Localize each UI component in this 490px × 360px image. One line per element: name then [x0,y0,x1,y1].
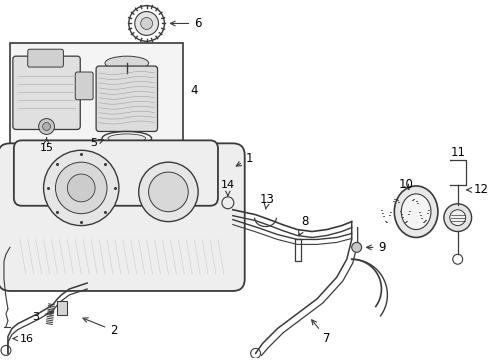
FancyBboxPatch shape [14,140,218,206]
Circle shape [141,18,152,30]
Circle shape [67,174,95,202]
Text: 3: 3 [33,311,53,322]
FancyBboxPatch shape [28,49,63,67]
Circle shape [444,204,471,231]
Text: 15: 15 [40,138,53,153]
Ellipse shape [108,134,146,143]
Ellipse shape [105,56,148,70]
Text: 8: 8 [298,215,309,236]
Circle shape [44,150,119,226]
Circle shape [43,122,50,130]
Circle shape [135,12,159,35]
Text: 2: 2 [83,318,118,337]
FancyBboxPatch shape [96,66,157,131]
Text: 6: 6 [171,17,202,30]
Text: 16: 16 [13,333,34,343]
FancyBboxPatch shape [57,301,67,315]
Text: 4: 4 [190,84,198,97]
Ellipse shape [394,186,438,238]
FancyBboxPatch shape [13,56,80,130]
Circle shape [39,118,54,134]
Circle shape [352,242,362,252]
Text: 13: 13 [260,193,275,209]
Circle shape [450,210,465,226]
FancyBboxPatch shape [0,143,245,291]
FancyBboxPatch shape [10,43,183,147]
Text: 12: 12 [467,183,489,197]
Text: 7: 7 [312,320,331,345]
Text: 14: 14 [221,180,235,196]
PathPatch shape [8,148,234,284]
Circle shape [139,162,198,222]
Circle shape [55,162,107,214]
Text: 5: 5 [91,138,103,148]
Text: 10: 10 [399,179,414,192]
Circle shape [148,172,188,212]
Ellipse shape [401,194,431,230]
FancyBboxPatch shape [75,72,93,100]
Text: 11: 11 [450,146,465,159]
Text: 9: 9 [367,241,386,254]
Text: 1: 1 [236,152,253,166]
